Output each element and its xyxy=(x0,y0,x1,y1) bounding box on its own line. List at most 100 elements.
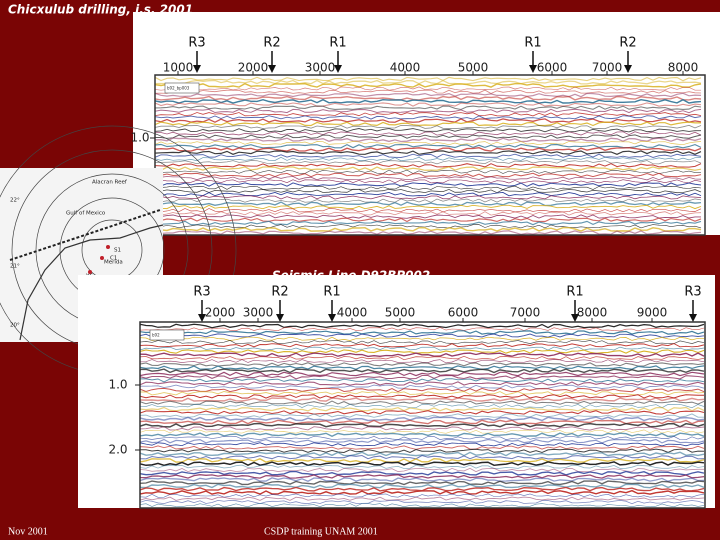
reflector xyxy=(140,503,705,508)
line-tag xyxy=(164,82,200,94)
reflector xyxy=(140,448,705,454)
distance-label: 6000 xyxy=(448,306,479,320)
reflector xyxy=(140,435,705,441)
seismic-line xyxy=(9,209,161,261)
reflector xyxy=(140,368,705,374)
reflector xyxy=(140,355,705,361)
reflector xyxy=(155,128,701,133)
distance-label: 9000 xyxy=(637,306,668,320)
marker-arrow-head xyxy=(624,65,632,73)
distance-label: 7000 xyxy=(510,306,541,320)
reflector-marker: R1 xyxy=(566,285,583,300)
reflector xyxy=(155,176,702,181)
reflector xyxy=(155,169,702,174)
distance-label: 3000 xyxy=(243,306,274,320)
reflector-marker: R2 xyxy=(271,285,288,300)
reflector xyxy=(140,343,705,348)
reflector xyxy=(155,82,702,88)
reflector-marker: R2 xyxy=(619,36,636,51)
reflector xyxy=(155,105,702,111)
reflector xyxy=(155,226,702,232)
reflector xyxy=(140,333,705,338)
reflector xyxy=(155,95,702,101)
reflector xyxy=(155,146,702,152)
reflector xyxy=(155,102,702,107)
reflector xyxy=(155,115,702,120)
marker-arrow-head xyxy=(268,65,276,73)
reflector xyxy=(140,442,705,447)
reflector xyxy=(155,108,702,114)
reflector-marker: R1 xyxy=(329,36,346,51)
reflector xyxy=(140,362,705,367)
reflector xyxy=(155,182,702,187)
reflector xyxy=(155,134,702,139)
distance-label: 7000 xyxy=(592,61,623,75)
distance-label: 4000 xyxy=(337,306,368,320)
reflector xyxy=(155,92,702,98)
reflector xyxy=(155,220,702,226)
seismic-panel-top: b92_bp003 1000 2000 3000 4000 5000 6000 7000 800… xyxy=(130,12,720,236)
reflector xyxy=(140,330,705,335)
reflector xyxy=(140,461,705,467)
reflector xyxy=(140,378,705,383)
panel-background xyxy=(133,12,720,235)
marker-arrow-head xyxy=(689,314,697,322)
reflector-marker: R1 xyxy=(323,285,340,300)
coastline xyxy=(19,224,164,341)
reflector-marker: R3 xyxy=(188,36,205,51)
reflector xyxy=(155,224,702,229)
well-site xyxy=(106,245,110,249)
line-tag-label: b92_bp003 xyxy=(167,86,190,91)
reflector xyxy=(155,160,702,165)
map-label: 20° xyxy=(10,323,20,329)
reflector xyxy=(140,323,705,329)
distance-label: 1000 xyxy=(163,61,194,75)
reflector xyxy=(155,124,702,130)
line-tag-label: b92 xyxy=(152,333,160,338)
reflector xyxy=(140,410,705,415)
marker-arrow-head xyxy=(328,314,336,322)
distance-label: 2000 xyxy=(238,61,269,75)
reflector xyxy=(140,394,704,399)
time-label: 1.0 xyxy=(130,131,149,145)
reflector xyxy=(155,198,702,203)
reflector xyxy=(155,143,702,149)
reflector xyxy=(155,153,702,159)
reflector xyxy=(140,416,705,422)
footer-event: CSDP training UNAM 2001 xyxy=(264,526,378,537)
marker-arrow-head xyxy=(529,65,537,73)
reflector xyxy=(140,496,705,501)
marker-arrow-head xyxy=(193,65,201,73)
reflector xyxy=(155,208,702,213)
reflector xyxy=(155,201,702,207)
reflector xyxy=(155,188,702,194)
reflector xyxy=(155,185,702,190)
reflector xyxy=(140,499,705,505)
distance-label: 2000 xyxy=(205,306,236,320)
seismic-texture xyxy=(155,76,702,235)
reflector xyxy=(140,477,705,483)
seismic-panel-bottom: b92 2000 3000 4000 5000 6000 7000 8000 9000 R3 R2 R… xyxy=(78,275,715,509)
reflector xyxy=(155,98,702,104)
reflector xyxy=(155,76,702,82)
reflector xyxy=(140,429,705,434)
time-label: 2.0 xyxy=(108,443,127,457)
reflector xyxy=(140,391,705,396)
well-site xyxy=(100,256,104,260)
reflector xyxy=(140,397,705,402)
reflector xyxy=(140,438,705,444)
distance-label: 3000 xyxy=(305,61,336,75)
panel-frame xyxy=(139,321,706,509)
reflector xyxy=(140,480,705,486)
footer-date: Nov 2001 xyxy=(8,526,48,537)
reflector xyxy=(155,217,702,223)
reflector xyxy=(140,422,705,428)
map-label: Alacran Reef xyxy=(92,180,128,186)
reflector xyxy=(155,137,702,143)
distance-label: 8000 xyxy=(668,61,699,75)
reflector xyxy=(140,400,705,406)
reflector xyxy=(155,86,701,91)
reflector xyxy=(140,432,705,438)
